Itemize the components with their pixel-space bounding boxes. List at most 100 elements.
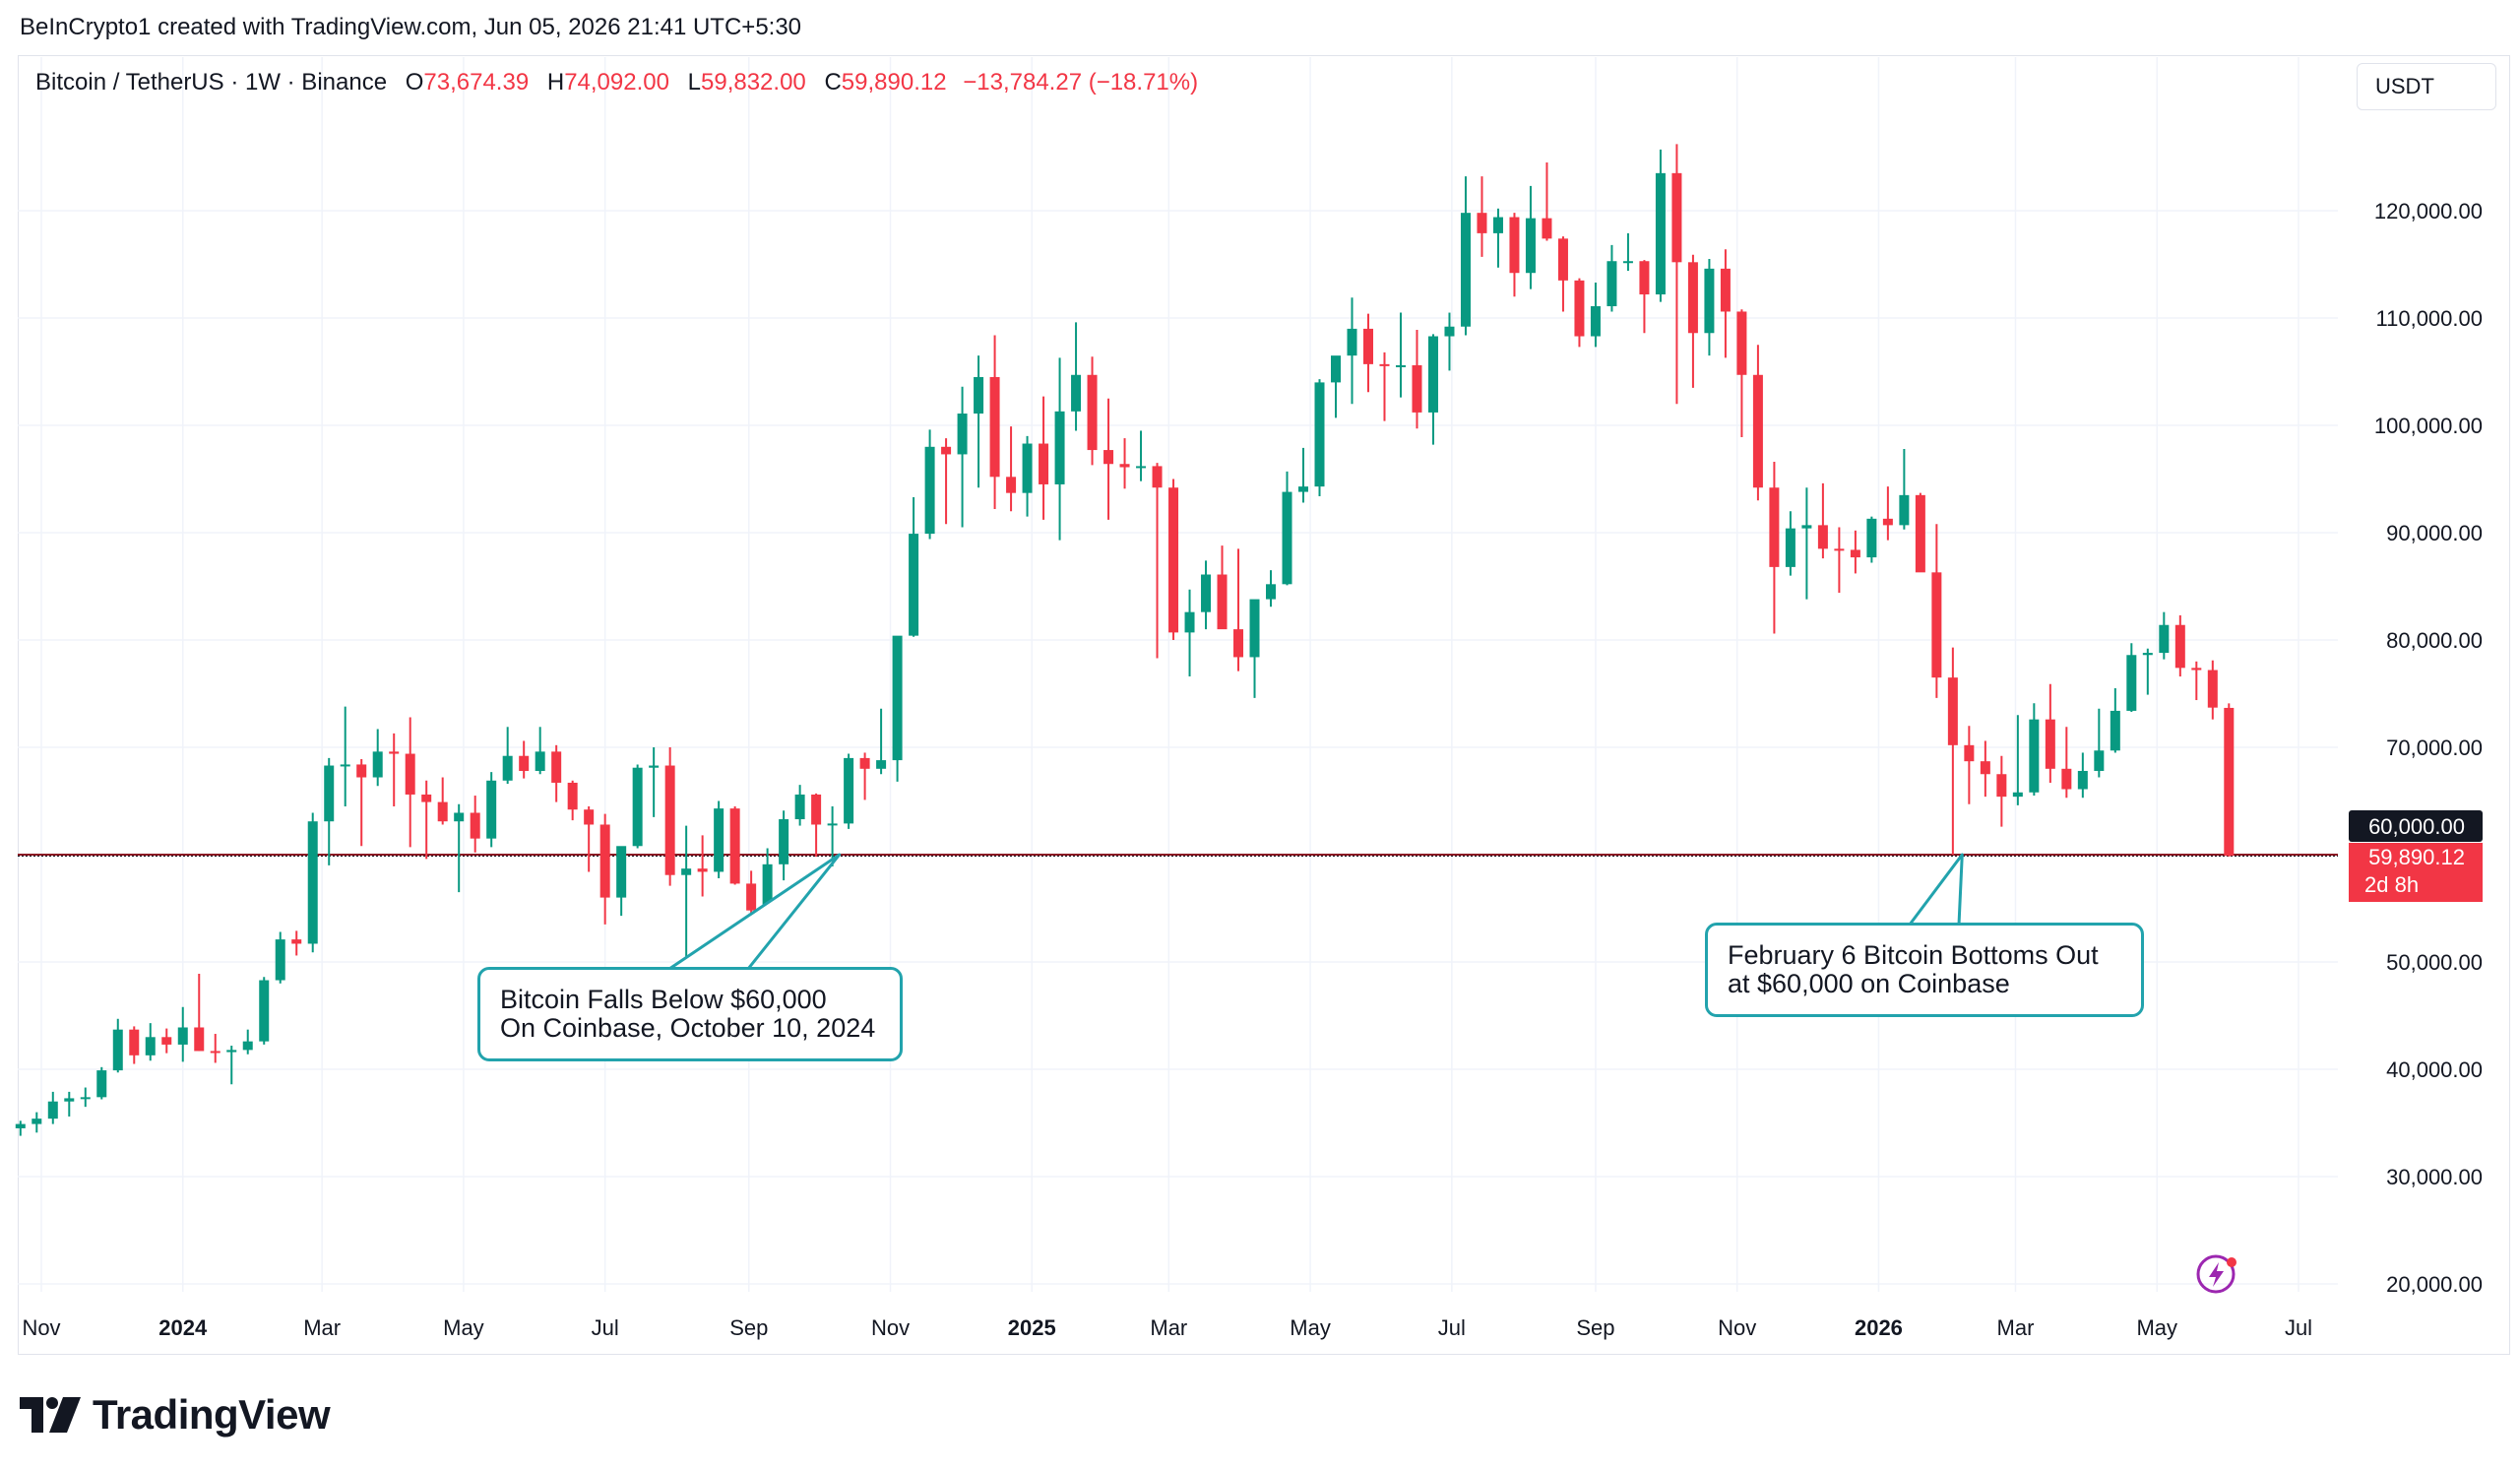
candle-body (324, 765, 335, 822)
close-label: C (824, 69, 842, 96)
candle-body (112, 1029, 123, 1071)
x-tick-label: 2025 (1008, 1315, 1056, 1340)
candle (535, 727, 545, 775)
candle-body (746, 883, 757, 911)
candle (1477, 176, 1487, 257)
y-tick-label: 30,000.00 (2386, 1165, 2483, 1189)
candle (1071, 322, 1082, 431)
candle-body (291, 939, 302, 944)
currency-button[interactable]: USDT (2357, 63, 2496, 110)
candle-body (1704, 268, 1715, 334)
candle-body (681, 868, 692, 875)
candle-body (1590, 306, 1601, 337)
candle (1395, 312, 1406, 398)
y-tick-label: 80,000.00 (2386, 628, 2483, 653)
symbol-title: Bitcoin / TetherUS · 1W · Binance (35, 69, 388, 96)
x-tick-label: Nov (871, 1315, 910, 1340)
candle (2077, 752, 2088, 799)
candle-body (2029, 719, 2040, 793)
candle (1915, 492, 1925, 573)
candle-body (161, 1037, 172, 1045)
candle (2045, 683, 2055, 783)
candle (389, 733, 400, 806)
candle-body (827, 823, 838, 826)
time-axis: Nov 2024 Mar May Jul Sep Nov 2025 Mar May Jul Sep No… (22, 1315, 2312, 1340)
candle (957, 386, 968, 528)
candle (1103, 398, 1114, 520)
x-tick-label: Mar (1150, 1315, 1187, 1340)
candle (1736, 309, 1747, 437)
candle (1314, 379, 1325, 496)
candle (2110, 688, 2120, 753)
candle (2012, 715, 2023, 805)
y-tick-label: 40,000.00 (2386, 1057, 2483, 1082)
x-tick-label: Nov (1718, 1315, 1756, 1340)
candle-body (2094, 750, 2105, 771)
x-tick-label: Mar (303, 1315, 341, 1340)
candle (112, 1018, 123, 1073)
candle (909, 497, 919, 637)
candle (2224, 703, 2235, 857)
candle-body (1298, 486, 1309, 492)
candle (1168, 479, 1179, 640)
candle (1671, 144, 1682, 405)
candle (1460, 176, 1471, 336)
candle (1298, 447, 1309, 503)
open-value: 73,674.39 (423, 69, 530, 96)
candle (599, 813, 610, 925)
low-value: 59,832.00 (701, 69, 806, 96)
candle-body (96, 1070, 107, 1098)
y-tick-label: 90,000.00 (2386, 521, 2483, 545)
candle (1444, 312, 1455, 371)
x-tick-label: 2024 (158, 1315, 208, 1340)
candle-body (584, 809, 595, 825)
y-tick-label: 100,000.00 (2374, 414, 2483, 438)
candle (1249, 599, 1260, 698)
candle-body (535, 751, 545, 771)
candle-series (15, 144, 2235, 1136)
alert-icon[interactable] (2196, 1254, 2236, 1294)
change-value: −13,784.27 (−18.71%) (963, 69, 1199, 96)
candle (1574, 278, 1585, 348)
symbol-legend[interactable]: Bitcoin / TetherUS · 1W · Binance O73,67… (35, 69, 1198, 96)
candle (1866, 516, 1877, 563)
candle (161, 1028, 172, 1054)
x-tick-label: Mar (1997, 1315, 2035, 1340)
x-tick-label: May (2136, 1315, 2177, 1340)
candle (1136, 430, 1147, 481)
candle (1039, 396, 1049, 520)
candle-body (1119, 464, 1130, 468)
candle (210, 1034, 220, 1063)
horizontal-level (18, 854, 2338, 857)
candle-body (1574, 280, 1585, 337)
candle-body (1412, 364, 1422, 413)
candle (779, 810, 789, 881)
candle-body (957, 414, 968, 455)
candle (924, 429, 935, 540)
candle (567, 780, 578, 821)
candle (470, 796, 480, 853)
candle (1557, 236, 1568, 312)
candle (827, 805, 838, 866)
candle-body (405, 753, 415, 795)
candle-body (1136, 466, 1147, 469)
candle (307, 812, 318, 953)
candle-body (811, 794, 822, 825)
candle-body (714, 808, 724, 872)
candle-body (1817, 525, 1828, 549)
callout-second-pointer (1908, 853, 1964, 927)
candle-body (1022, 443, 1033, 493)
candle-body (1103, 450, 1114, 465)
x-tick-label: Nov (22, 1315, 60, 1340)
candle (1087, 356, 1098, 466)
candle-body (1980, 761, 1990, 775)
tradingview-brand[interactable]: TradingView (20, 1390, 331, 1439)
candle-body (1233, 629, 1244, 658)
callout-first-line1: Bitcoin Falls Below $60,000 (500, 985, 827, 1014)
candle-body (779, 819, 789, 864)
candle-body (974, 376, 984, 415)
candle (729, 805, 740, 885)
candle-body (1071, 374, 1082, 412)
candle (1834, 527, 1845, 594)
